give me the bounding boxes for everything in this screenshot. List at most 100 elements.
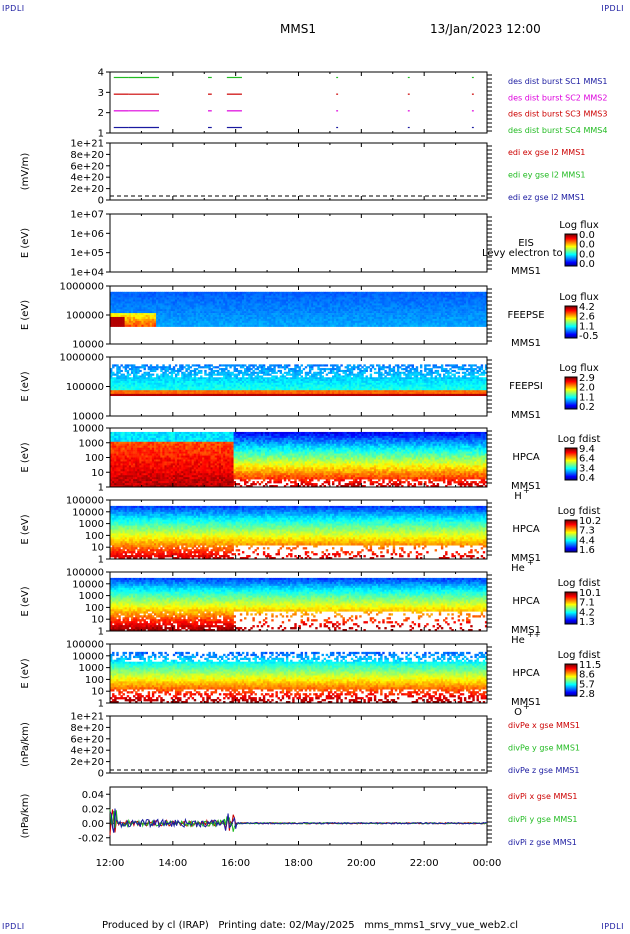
legend-burst-0: des dist burst SC1 MMS1: [508, 77, 607, 86]
colorbar-hpca_he: [564, 519, 578, 553]
colorbar-tick-feepsi-0: 2.9: [579, 373, 595, 384]
colorbar-title-feepse: Log flux: [559, 292, 599, 303]
ylabel-hpca_hepp: E (eV): [20, 586, 31, 616]
ytick-label-hpca_h-1: 10: [91, 468, 104, 479]
instrument-hpca_hepp: HPCA: [512, 596, 540, 607]
ylabel-hpca_o: E (eV): [20, 658, 31, 688]
panel-frame-divpe: [109, 715, 488, 774]
ytick-label-edi-3: 6e+20: [70, 161, 104, 172]
ytick-label-feepsi-2: 1000000: [59, 353, 104, 364]
ytick-label-hpca_he-1: 10: [91, 543, 104, 554]
panel-right-ticks-hpca_o: [106, 643, 492, 704]
colorbar-tick-hpca_hepp-0: 10.1: [579, 588, 601, 599]
xtick-label-4: 20:00: [347, 858, 376, 869]
ytick-label-divpi-2: 0.02: [82, 804, 104, 815]
colorbar-title-hpca_o: Log fdist: [558, 650, 601, 661]
colorbar-tick-hpca_hepp-2: 4.2: [579, 607, 595, 618]
sublabel-feepse: MMS1: [511, 338, 541, 349]
spectrogram-feepse: [110, 291, 488, 327]
colorbar-tick-hpca_o-0: 11.5: [579, 660, 601, 671]
panel-frame-eis: [109, 213, 488, 273]
instrument-hpca_h: HPCA: [512, 452, 540, 463]
ytick-label-feepse-2: 1000000: [59, 282, 104, 293]
ylabel-hpca_h: E (eV): [20, 442, 31, 472]
xtick-label-3: 18:00: [284, 858, 313, 869]
ytick-label-hpca_hepp-2: 100: [85, 603, 104, 614]
charge-hpca_h: +: [523, 486, 530, 495]
instrument-eis: EIS: [518, 238, 534, 249]
colorbar-tick-hpca_o-2: 5.7: [579, 679, 595, 690]
xtick-label-0: 12:00: [96, 858, 125, 869]
ytick-label-divpi-0: -0.02: [78, 833, 104, 844]
colorbar-tick-feepsi-3: 0.2: [579, 402, 595, 413]
colorbar-tick-feepsi-2: 1.1: [579, 392, 595, 403]
spectrogram-hpca_h: [110, 431, 488, 488]
colorbar-tick-feepse-3: -0.5: [579, 331, 599, 342]
panel-right-ticks-divpi: [106, 787, 492, 845]
ytick-label-eis-2: 1e+06: [70, 229, 104, 240]
sublabel-hpca_h: MMS1: [511, 481, 541, 492]
spectrogram-hpca_he: [110, 505, 488, 560]
ytick-label-hpca_o-0: 1: [98, 699, 104, 710]
colorbar-title-hpca_h: Log fdist: [558, 434, 601, 445]
colorbar-title-feepsi: Log flux: [559, 363, 599, 374]
colorbar-tick-eis-0: 0.0: [579, 230, 595, 241]
legend-divpi-1: divPi y gse MMS1: [508, 815, 577, 824]
ylabel-eis: E (eV): [20, 228, 31, 258]
colorbar-title-hpca_he: Log fdist: [558, 506, 601, 517]
sublabel-hpca_hepp: MMS1: [511, 625, 541, 636]
ytick-label-hpca_h-4: 10000: [72, 424, 104, 435]
ytick-label-eis-3: 1e+07: [70, 210, 104, 221]
legend-burst-3: des dist burst SC4 MMS4: [508, 126, 607, 135]
ytick-label-hpca_o-5: 100000: [66, 640, 104, 651]
colorbar-tick-eis-2: 0.0: [579, 249, 595, 260]
xtick-label-6: 00:00: [473, 858, 502, 869]
ytick-label-burst-0: 1: [98, 129, 104, 140]
colorbar-tick-hpca_he-2: 4.4: [579, 535, 595, 546]
sublabel-hpca_he: MMS1: [511, 553, 541, 564]
ytick-label-feepse-0: 10000: [72, 340, 104, 351]
corner-label-bl: IPDLI: [2, 922, 25, 931]
ytick-label-hpca_he-0: 1: [98, 555, 104, 566]
colorbar-feepsi: [564, 376, 578, 410]
legend-burst-2: des dist burst SC3 MMS3: [508, 110, 607, 119]
instrument-hpca_he: HPCA: [512, 524, 540, 535]
ytick-label-edi-2: 4e+20: [70, 173, 104, 184]
colorbar-tick-hpca_h-3: 0.4: [579, 473, 595, 484]
xtick-label-2: 16:00: [221, 858, 250, 869]
colorbar-tick-hpca_h-2: 3.4: [579, 463, 595, 474]
ytick-label-edi-1: 2e+20: [70, 184, 104, 195]
colorbar-title-eis: Log flux: [559, 220, 599, 231]
ytick-label-feepse-1: 100000: [66, 311, 104, 322]
panel-right-ticks-hpca_hepp: [106, 571, 492, 632]
ytick-label-divpe-0: 0: [98, 769, 104, 780]
ylabel-edi: (mV/m): [20, 153, 31, 191]
ytick-label-eis-1: 1e+05: [70, 248, 104, 259]
extra-eis: Levy electron to: [482, 248, 563, 259]
spectrogram-hpca_o: [110, 651, 488, 704]
ytick-label-hpca_he-5: 100000: [66, 496, 104, 507]
ytick-label-hpca_h-2: 100: [85, 453, 104, 464]
ytick-label-hpca_h-0: 1: [98, 483, 104, 494]
species-hpca_he: He: [511, 563, 525, 574]
instrument-feepse: FEEPSE: [507, 310, 544, 321]
ytick-label-edi-4: 8e+20: [70, 150, 104, 161]
sublabel-hpca_o: MMS1: [511, 697, 541, 708]
ytick-label-hpca_h-3: 1000: [79, 438, 104, 449]
ytick-label-hpca_hepp-5: 100000: [66, 568, 104, 579]
ylabel-feepse: E (eV): [20, 300, 31, 330]
spectrogram-feepsi: [110, 364, 488, 397]
ylabel-divpe: (nPa/km): [20, 722, 31, 767]
colorbar-title-hpca_hepp: Log fdist: [558, 578, 601, 589]
legend-divpe-0: divPe x gse MMS1: [508, 721, 580, 730]
species-hpca_o: O: [514, 707, 522, 718]
sublabel-eis: MMS1: [511, 266, 541, 277]
colorbar-tick-hpca_he-1: 7.3: [579, 526, 595, 537]
colorbar-tick-feepse-1: 2.6: [579, 312, 595, 323]
panel-right-ticks-divpe: [106, 715, 492, 774]
ytick-label-hpca_hepp-3: 1000: [79, 591, 104, 602]
xtick-label-1: 14:00: [158, 858, 187, 869]
sublabel-feepsi: MMS1: [511, 410, 541, 421]
colorbar-tick-hpca_o-3: 2.8: [579, 689, 595, 700]
